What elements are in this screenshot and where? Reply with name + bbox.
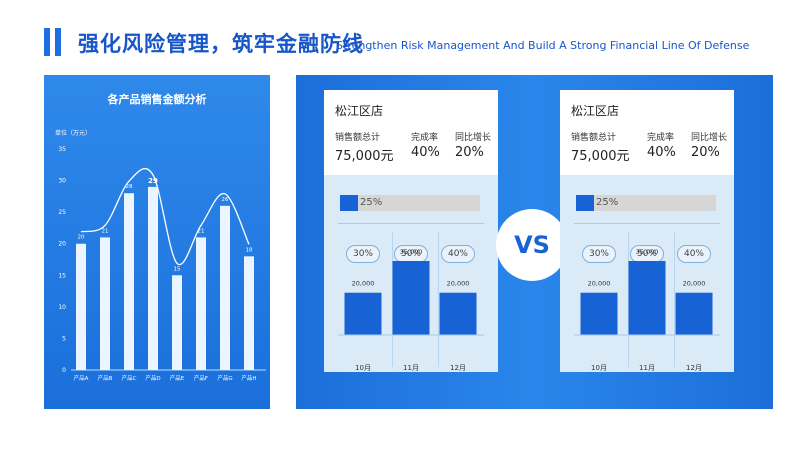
- progress-label: 25%: [596, 197, 619, 208]
- month-bar: [392, 261, 430, 335]
- x-tick-label: 产品C: [122, 374, 137, 382]
- month-value-label: 20,000: [352, 280, 375, 288]
- bar: [220, 205, 230, 370]
- y-tick-label: 30: [58, 178, 66, 185]
- progress-fill: [576, 195, 594, 211]
- progress-track: [576, 195, 716, 211]
- yoy-growth-value: 20%: [691, 145, 720, 160]
- bar-value-label: 26: [222, 197, 229, 203]
- header-accent-bar: [44, 28, 50, 56]
- yoy-growth-label: 同比增长: [455, 133, 492, 143]
- month-value-label: 35,000: [400, 248, 423, 256]
- total-sales-label: 销售额总计: [571, 133, 617, 143]
- store-card-summary: 松江区店 销售额总计 75,000元 完成率 40% 同比增长 20%: [560, 90, 734, 175]
- chart-title: 各产品销售金额分析: [107, 92, 207, 106]
- percentage-pill: 50%: [630, 245, 664, 263]
- month-label: 11月: [639, 364, 655, 372]
- x-tick-label: 产品F: [194, 374, 208, 382]
- column-separator: [674, 232, 675, 367]
- y-tick-label: 25: [58, 209, 66, 216]
- bar: [244, 256, 254, 370]
- x-tick-label: 产品G: [217, 374, 232, 382]
- percentage-pill: 40%: [441, 245, 475, 263]
- month-bar: [675, 292, 713, 335]
- month-bar: [580, 292, 618, 335]
- x-tick-label: 产品A: [74, 374, 89, 382]
- x-tick-label: 产品H: [241, 374, 256, 382]
- bar-value-label: 21: [102, 228, 109, 234]
- store-name: 松江区店: [335, 104, 384, 118]
- y-tick-label: 0: [62, 367, 66, 374]
- progress-fill: [340, 195, 358, 211]
- completion-rate-value: 40%: [411, 145, 440, 160]
- page-title: 强化风险管理，筑牢金融防线: [78, 32, 364, 56]
- x-tick-label: 产品E: [170, 374, 185, 382]
- progress-track: [340, 195, 480, 211]
- chart-unit-label: 单位（万元）: [55, 129, 91, 137]
- bar-value-label: 21: [198, 228, 205, 234]
- month-value-label: 20,000: [447, 280, 470, 288]
- percentage-pill: 50%: [394, 245, 428, 263]
- bar: [172, 275, 182, 370]
- bar: [100, 237, 110, 370]
- bar-value-label: 18: [246, 247, 253, 253]
- bar: [124, 193, 134, 370]
- trend-line: [80, 168, 250, 266]
- y-tick-label: 15: [58, 272, 66, 279]
- percentage-pill: 30%: [582, 245, 616, 263]
- total-sales-label: 销售额总计: [335, 133, 381, 143]
- bar-value-label: 15: [174, 266, 181, 272]
- x-tick-label: 产品B: [98, 374, 113, 382]
- month-label: 11月: [403, 364, 419, 372]
- yoy-growth-label: 同比增长: [691, 133, 728, 143]
- store-name: 松江区店: [571, 104, 620, 118]
- bar: [196, 237, 206, 370]
- divider: [574, 223, 720, 224]
- store-card-detail: 25% 30% 50% 40% 20,000 10月 35,000 11月 20,000…: [560, 175, 734, 372]
- y-tick-label: 20: [58, 241, 66, 248]
- page-subtitle: Strengthen Risk Management And Build A S…: [336, 39, 750, 52]
- divider: [338, 223, 484, 224]
- yoy-growth-value: 20%: [455, 145, 484, 160]
- month-value-label: 20,000: [588, 280, 611, 288]
- store-card-summary: 松江区店 销售额总计 75,000元 完成率 40% 同比增长 20%: [324, 90, 498, 175]
- x-tick-label: 产品D: [145, 374, 160, 382]
- month-label: 10月: [591, 364, 607, 372]
- completion-rate-label: 完成率: [647, 133, 675, 143]
- monthly-bar-chart: 20,000 10月 35,000 11月 20,000 12月: [574, 248, 720, 372]
- percentage-pill: 30%: [346, 245, 380, 263]
- header-accent-bar: [55, 28, 61, 56]
- y-tick-label: 5: [62, 335, 66, 342]
- month-bar: [628, 261, 666, 335]
- monthly-bar-chart: 20,000 10月 35,000 11月 20,000 12月: [338, 248, 484, 372]
- bar-value-label: 29: [148, 177, 158, 185]
- month-label: 10月: [355, 364, 371, 372]
- vs-badge: VS: [496, 209, 568, 281]
- bar-value-label: 20: [78, 235, 85, 241]
- total-sales-value: 75,000元: [571, 149, 630, 164]
- completion-rate-value: 40%: [647, 145, 676, 160]
- column-separator: [438, 232, 439, 367]
- month-value-label: 20,000: [683, 280, 706, 288]
- percentage-pill: 40%: [677, 245, 711, 263]
- month-value-label: 35,000: [636, 248, 659, 256]
- completion-rate-label: 完成率: [411, 133, 439, 143]
- progress-label: 25%: [360, 197, 383, 208]
- month-bar: [344, 292, 382, 335]
- total-sales-value: 75,000元: [335, 149, 394, 164]
- store-card-detail: 25% 30% 50% 40% 20,000 10月 35,000 11月 20,000…: [324, 175, 498, 372]
- month-label: 12月: [686, 364, 702, 372]
- bar-chart: 各产品销售金额分析 单位（万元） 0 5 10 15 20 25 30 35 20 21 28 29…: [55, 92, 266, 382]
- bar-value-label: 28: [126, 184, 133, 190]
- y-tick-label: 35: [58, 146, 66, 153]
- bar: [76, 243, 86, 370]
- month-bar: [439, 292, 477, 335]
- bar: [148, 186, 158, 370]
- month-label: 12月: [450, 364, 466, 372]
- y-tick-label: 10: [58, 304, 66, 311]
